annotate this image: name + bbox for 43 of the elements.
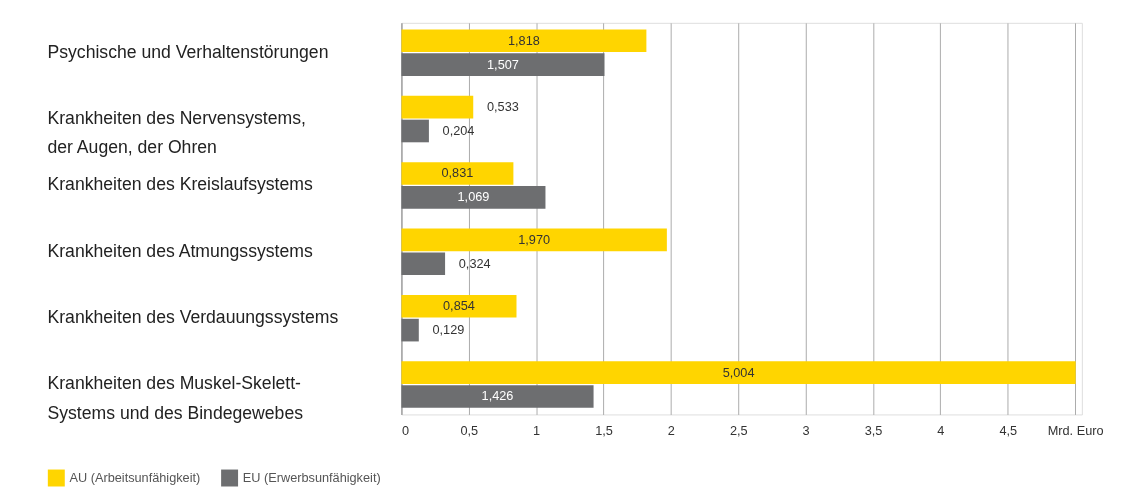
y-tick-label: Krankheiten des Muskel-Skelett- Systems und des Bindegewebes	[47, 373, 304, 423]
data-label: 1,818	[507, 32, 540, 48]
y-tick-label: Krankheiten des Nervensystems, der Augen, der Ohren	[47, 107, 306, 158]
bar	[401, 318, 419, 342]
bar	[401, 294, 517, 318]
data-label: 1,970	[518, 231, 551, 247]
bar	[401, 95, 474, 119]
data-label: 1,426	[481, 388, 514, 404]
y-tick-label: Krankheiten des Atmungssystems	[47, 240, 313, 261]
x-tick-label: Mrd. Euro	[1047, 422, 1104, 438]
x-tick-label: 3	[802, 422, 810, 438]
bar	[401, 162, 514, 185]
bar	[401, 361, 1076, 384]
x-tick-label: 4	[937, 422, 945, 438]
data-label: 0,533	[486, 99, 519, 115]
y-tick-label: Krankheiten des Kreislaufsystems	[47, 174, 313, 195]
x-tick-label: 1,5	[595, 422, 613, 438]
x-tick-label: 2,5	[729, 422, 748, 438]
bar	[401, 119, 429, 143]
bar	[401, 186, 546, 209]
data-label: 1,069	[457, 189, 490, 205]
x-tick-label: 3,5	[864, 422, 883, 438]
data-label: 0,204	[442, 122, 475, 138]
x-tick-label: 2	[667, 422, 675, 438]
bar	[401, 252, 446, 276]
data-label: 0,854	[443, 298, 475, 314]
data-label: 0,324	[458, 255, 491, 271]
bar	[401, 53, 605, 76]
y-tick-label: Krankheiten des Verdauungssystems	[47, 307, 339, 328]
data-label: 5,004	[722, 364, 755, 380]
x-tick-label: 0,5	[460, 422, 479, 438]
bar	[401, 385, 594, 408]
x-tick-label: 1	[533, 422, 541, 438]
bar	[401, 228, 667, 252]
data-label: 1,507	[487, 56, 519, 72]
bar	[401, 29, 647, 53]
data-label: 0,129	[432, 322, 465, 338]
y-tick-label: Psychische und Verhaltenstörungen	[47, 41, 329, 62]
legend-label: AU (Arbeitsunfähigkeit)	[69, 469, 201, 485]
x-tick-label: 4,5	[999, 422, 1018, 438]
x-tick-label: 0	[401, 422, 409, 438]
data-label: 0,831	[441, 165, 474, 181]
legend-label: EU (Erwerbsunfähigkeit)	[242, 469, 381, 485]
